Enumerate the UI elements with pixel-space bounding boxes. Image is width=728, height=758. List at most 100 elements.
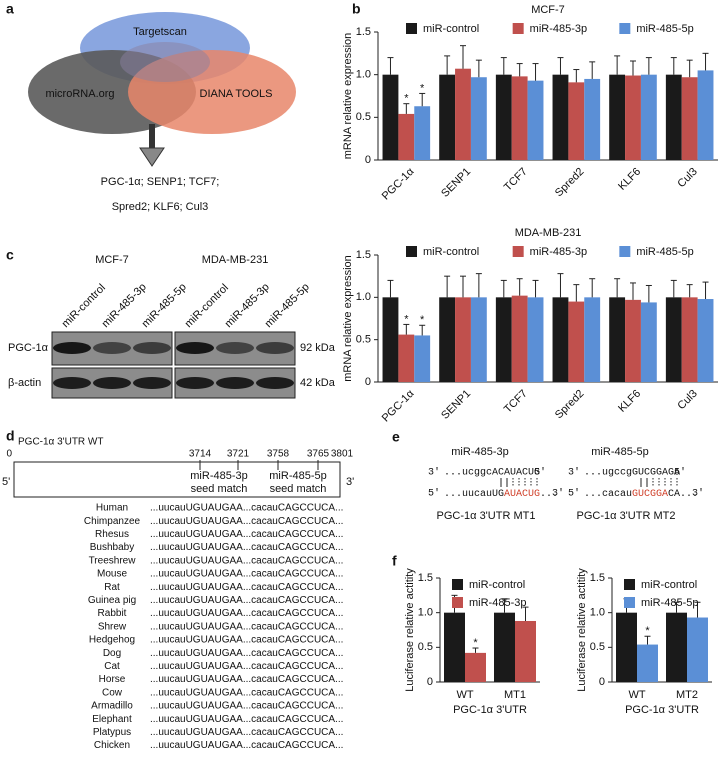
position-label: 3721 <box>227 449 250 460</box>
sequence: ...uucauUGUAUGAA...cacauCAGCCUCA... <box>150 635 343 646</box>
y-tick-label: 0.5 <box>418 641 433 653</box>
species-name: Treeshrew <box>89 555 137 566</box>
error-bar <box>589 278 596 298</box>
sequence: ...uucauUGUAUGAA...cacauCAGCCUCA... <box>150 661 343 672</box>
end-label: 5' <box>2 476 10 488</box>
utr-seq-part: AUACUG <box>504 489 540 500</box>
error-bar <box>501 598 508 613</box>
sequence: ...uucauUGUAUGAA...cacauCAGCCUCA... <box>150 674 343 685</box>
bar <box>439 74 456 160</box>
legend-swatch <box>512 246 524 257</box>
error-bar <box>673 601 680 613</box>
bar <box>465 652 486 682</box>
sequence: ...uucauUGUAUGAA...cacauCAGCCUCA... <box>150 542 343 553</box>
legend-label: miR-control <box>469 579 525 591</box>
seq-end: 5' <box>428 488 440 500</box>
error-bar <box>557 57 564 75</box>
construct-label: PGC-1α 3'UTR MT2 <box>577 510 676 522</box>
panel-label: d <box>6 428 15 444</box>
sequence: ...uucauUGUAUGAA...cacauCAGCCUCA... <box>150 569 343 580</box>
x-tick-label: PGC-1α <box>380 165 417 202</box>
x-axis-label: PGC-1α 3'UTR <box>453 704 527 716</box>
sequence: ...uucauUGUAUGAA...cacauCAGCCUCA... <box>150 648 343 659</box>
error-bar <box>614 55 621 75</box>
x-tick-label: TCF7 <box>502 166 530 194</box>
error-bar <box>702 52 709 71</box>
y-tick-label: 1.0 <box>356 69 371 81</box>
bar <box>584 297 601 382</box>
legend-label: miR-485-5p <box>641 597 698 609</box>
error-bar <box>500 279 507 298</box>
legend-swatch <box>406 23 417 34</box>
species-name: Shrew <box>98 621 127 632</box>
venn-overlap <box>120 42 210 82</box>
mirna-name: miR-485-3p <box>451 446 508 458</box>
error-bar <box>573 284 580 302</box>
y-tick-label: 0 <box>599 676 605 688</box>
cell-line-label: MDA-MB-231 <box>202 254 269 266</box>
bar <box>637 644 658 682</box>
bar <box>568 82 585 160</box>
x-tick-label: SENP1 <box>439 388 473 422</box>
bar <box>697 299 714 382</box>
seq-end: 3' <box>692 488 704 500</box>
blot-band <box>256 377 294 389</box>
species-name: Guinea pig <box>88 595 136 606</box>
bar <box>511 295 528 382</box>
seq-end: 5' <box>568 488 580 500</box>
species-name: Cat <box>104 661 120 672</box>
bar <box>616 612 637 682</box>
y-tick-label: 1.5 <box>418 572 433 584</box>
species-name: Horse <box>99 674 126 685</box>
seq-end: 5' <box>534 467 546 479</box>
blot-band <box>93 342 131 354</box>
bar <box>665 297 682 382</box>
significance-mark: * <box>420 314 425 326</box>
species-name: Human <box>96 503 128 514</box>
blot-band <box>133 342 171 354</box>
species-name: Armadillo <box>91 701 133 712</box>
panel-label: b <box>352 1 361 17</box>
species-name: Elephant <box>92 714 132 725</box>
chart-title: MDA-MB-231 <box>515 227 582 239</box>
legend-swatch <box>512 23 524 34</box>
y-axis-label: mRNA relative expression <box>342 33 354 160</box>
y-axis-label: Luciferase relative actitity <box>404 568 416 692</box>
error-bar <box>644 635 651 645</box>
error-bar <box>589 61 596 79</box>
error-bar <box>444 275 451 298</box>
x-tick-label: Cul3 <box>675 166 699 190</box>
legend-swatch <box>406 246 417 257</box>
x-tick-label: PGC-1α <box>380 387 417 424</box>
legend-swatch <box>624 579 635 590</box>
error-bar <box>557 273 564 298</box>
sequence: ...uucauUGUAUGAA...cacauCAGCCUCA... <box>150 687 343 698</box>
y-tick-label: 1.5 <box>356 26 371 38</box>
bar <box>666 612 687 682</box>
legend-swatch <box>624 597 635 608</box>
bar <box>527 80 544 160</box>
sequence: ...uucauUGUAUGAA...cacauCAGCCUCA... <box>150 595 343 606</box>
utr-seq: ...cacauGUCGGACA... <box>584 489 698 500</box>
panel-label: f <box>392 553 397 569</box>
position-label: 3765 <box>307 449 330 460</box>
legend-label: miR-485-3p <box>530 23 587 35</box>
error-bar <box>403 103 410 114</box>
seq-end: 3' <box>568 467 580 479</box>
y-tick-label: 0 <box>365 376 371 388</box>
site-label: seed match <box>191 483 248 495</box>
bar <box>382 297 399 382</box>
error-bar <box>419 92 426 107</box>
sequence: ...uucauUGUAUGAA...cacauCAGCCUCA... <box>150 701 343 712</box>
utr-seq-part: ...cacau <box>584 489 632 500</box>
y-tick-label: 0 <box>365 154 371 166</box>
x-tick-label: MT1 <box>504 689 526 701</box>
bar <box>455 297 471 382</box>
sequence: ...uucauUGUAUGAA...cacauCAGCCUCA... <box>150 608 343 619</box>
position-label: 3714 <box>189 449 212 460</box>
error-bar <box>460 45 466 69</box>
error-bar <box>686 59 693 78</box>
sequence: ...uucauUGUAUGAA...cacauCAGCCUCA... <box>150 727 343 738</box>
error-bar <box>630 282 636 300</box>
x-tick-label: Spred2 <box>553 166 587 200</box>
